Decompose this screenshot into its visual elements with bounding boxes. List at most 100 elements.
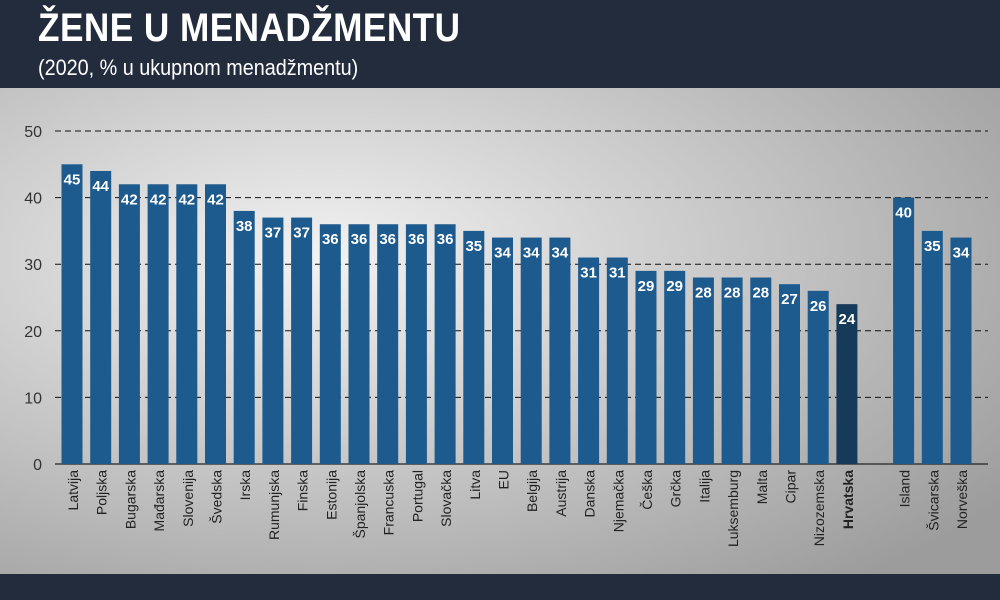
x-tick-label: Norveška xyxy=(954,470,970,529)
chart-subtitle: (2020, % u ukupnom menadžmentu) xyxy=(38,55,359,80)
data-label: 37 xyxy=(293,225,310,242)
bar xyxy=(492,237,513,464)
x-tick-label: Austrija xyxy=(553,470,569,517)
data-label: 34 xyxy=(552,245,569,262)
data-label: 36 xyxy=(351,231,368,248)
x-tick-label: Njemačka xyxy=(610,470,626,532)
plot-area: 0 10 20 30 40 50 45 Latvija 44 Poljska 42 Bugarska… xyxy=(0,88,1000,574)
x-tick-label: Finska xyxy=(295,470,311,511)
x-tick-label: Slovenija xyxy=(180,470,196,527)
data-label: 38 xyxy=(236,218,253,235)
y-tick-label: 40 xyxy=(24,191,42,208)
data-label: 45 xyxy=(64,171,81,188)
x-tick-label: Litva xyxy=(467,470,483,500)
bar xyxy=(664,270,686,464)
x-tick-label: Mađarska xyxy=(151,470,167,532)
data-label: 28 xyxy=(752,285,769,302)
x-tick-label: Island xyxy=(897,470,913,507)
x-tick-label: Švedska xyxy=(209,470,225,524)
bar xyxy=(893,197,915,464)
x-tick-label: Poljska xyxy=(94,470,110,515)
y-tick-label: 20 xyxy=(24,324,42,341)
x-tick-label: Hrvatska xyxy=(840,470,856,529)
data-label: 35 xyxy=(924,238,941,255)
bar xyxy=(147,184,169,464)
data-label: 42 xyxy=(178,191,195,208)
chart-title: ŽENE U MENADŽMENTU xyxy=(38,6,461,50)
x-tick-label: Rumunjska xyxy=(266,470,282,540)
bar xyxy=(921,230,943,464)
y-tick-label: 30 xyxy=(24,257,42,274)
bar xyxy=(233,210,255,464)
bar xyxy=(118,184,140,464)
data-label: 36 xyxy=(437,231,454,248)
x-tick-label: Portugal xyxy=(409,470,425,522)
bar xyxy=(262,217,284,464)
x-tick-label: Cipar xyxy=(783,470,799,504)
data-label: 42 xyxy=(207,191,224,208)
data-label: 31 xyxy=(609,265,626,282)
data-label: 34 xyxy=(523,245,540,262)
data-label: 27 xyxy=(781,291,798,308)
bar xyxy=(750,277,772,464)
bar xyxy=(61,164,83,465)
data-label: 24 xyxy=(839,311,856,328)
x-tick-label: Slovačka xyxy=(438,470,454,527)
x-tick-label: Danska xyxy=(582,470,598,518)
x-tick-label: Belgija xyxy=(524,470,540,512)
y-tick-label: 50 xyxy=(24,124,42,141)
bar xyxy=(319,224,341,464)
data-label: 31 xyxy=(580,265,597,282)
bar xyxy=(377,224,399,464)
x-tick-label: Luksemburg xyxy=(725,470,741,547)
y-tick-label: 10 xyxy=(24,390,42,407)
data-label: 29 xyxy=(666,278,683,295)
x-tick-label: Estonija xyxy=(323,470,339,520)
x-tick-label: Irska xyxy=(237,470,253,501)
data-label: 28 xyxy=(695,285,712,302)
data-label: 40 xyxy=(895,205,912,222)
data-label: 28 xyxy=(724,285,741,302)
bar xyxy=(90,170,112,464)
bar xyxy=(692,277,714,464)
bar xyxy=(836,304,858,464)
x-tick-label: Češka xyxy=(639,470,655,510)
data-label: 29 xyxy=(638,278,655,295)
bar xyxy=(291,217,313,464)
bar xyxy=(405,224,427,464)
x-tick-label: Bugarska xyxy=(122,470,138,529)
bar xyxy=(520,237,542,464)
data-label: 35 xyxy=(465,238,482,255)
data-label: 34 xyxy=(953,245,970,262)
x-tick-label: Italija xyxy=(696,470,712,503)
bar xyxy=(205,184,226,464)
data-label: 36 xyxy=(379,231,396,248)
bar xyxy=(606,257,628,464)
x-tick-label: Grčka xyxy=(668,470,684,508)
x-tick-label: Švicarska xyxy=(925,470,941,531)
bar xyxy=(779,284,800,464)
bar xyxy=(434,224,456,464)
data-label: 42 xyxy=(150,191,167,208)
bar xyxy=(463,230,485,464)
x-tick-label: Malta xyxy=(754,470,770,504)
data-label: 36 xyxy=(408,231,425,248)
bar xyxy=(807,290,829,464)
data-label: 44 xyxy=(92,178,109,195)
bar-chart: 0 10 20 30 40 50 45 Latvija 44 Poljska 42 Bugarska… xyxy=(0,88,1000,574)
y-tick-label: 0 xyxy=(33,457,42,474)
x-tick-label: Španjolska xyxy=(352,470,368,539)
data-label: 37 xyxy=(265,225,282,242)
header-banner: ŽENE U MENADŽMENTU (2020, % u ukupnom me… xyxy=(0,0,1000,88)
bar xyxy=(950,237,972,464)
bar xyxy=(721,277,743,464)
bar xyxy=(176,184,198,464)
bar xyxy=(578,257,600,464)
data-label: 42 xyxy=(121,191,138,208)
bar xyxy=(549,237,571,464)
data-label: 26 xyxy=(810,298,827,315)
x-tick-label: EU xyxy=(496,470,512,489)
x-tick-label: Francuska xyxy=(381,470,397,536)
x-tick-label: Nizozemska xyxy=(811,470,827,546)
bar xyxy=(635,270,657,464)
